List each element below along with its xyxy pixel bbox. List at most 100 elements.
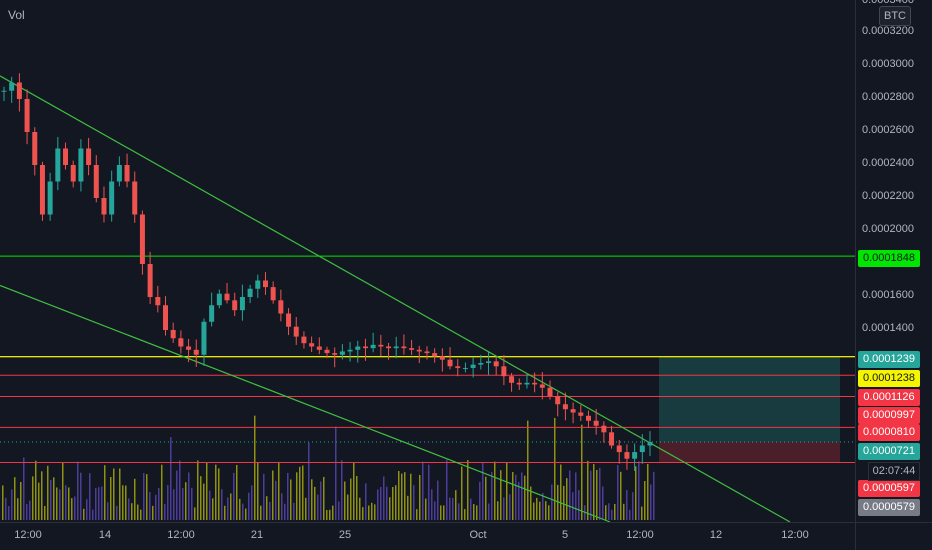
volume-bar <box>35 460 37 520</box>
volume-bar <box>599 467 601 520</box>
volume-bar <box>473 504 475 520</box>
volume-bar <box>182 487 184 520</box>
volume-bar <box>47 465 49 520</box>
volume-bar <box>605 505 607 520</box>
volume-bar <box>449 497 451 520</box>
candle-body <box>232 300 238 311</box>
volume-bar <box>362 507 364 520</box>
trendline-upper <box>0 75 791 523</box>
volume-bar <box>305 497 307 520</box>
volume-bar <box>179 460 181 520</box>
volume-bar <box>299 466 301 520</box>
volume-bar <box>632 492 634 520</box>
volume-bar <box>455 490 457 520</box>
time-axis-tick: 12:00 <box>14 529 42 541</box>
volume-bar <box>176 470 178 520</box>
currency-button[interactable]: BTC <box>879 6 911 26</box>
volume-bar <box>581 424 583 520</box>
volume-bar <box>23 457 25 520</box>
volume-bar <box>356 475 358 520</box>
price-axis-tick: 0.0002000 <box>862 223 914 235</box>
volume-bar <box>446 459 448 520</box>
volume-bar <box>227 497 229 520</box>
candle-body <box>401 346 407 349</box>
volume-bar <box>614 504 616 520</box>
time-axis-tick: 5 <box>561 529 569 541</box>
candle-body <box>585 415 591 421</box>
candle-body <box>609 432 615 446</box>
volume-bar <box>650 484 652 520</box>
candle-body <box>539 384 545 388</box>
volume-bar <box>230 493 232 520</box>
volume-bar <box>326 509 328 520</box>
candle-body <box>424 351 430 354</box>
price-axis-tick: 0.0002600 <box>862 124 914 136</box>
volume-bar <box>575 472 577 520</box>
candle-body <box>116 165 122 182</box>
volume-bar <box>56 487 58 520</box>
volume-bar <box>452 497 454 520</box>
volume-bar <box>461 466 463 520</box>
candle-body <box>601 425 607 433</box>
candle-body <box>301 336 307 344</box>
volume-bar <box>347 494 349 520</box>
candle-body <box>255 280 261 289</box>
volume-bar <box>320 481 322 520</box>
time-axis-tick: 12 <box>709 529 723 541</box>
volume-bar <box>314 486 316 520</box>
volume-bar <box>122 485 124 520</box>
price-tag: 0.0001239 <box>858 351 920 368</box>
candle-body <box>632 452 638 459</box>
volume-bar <box>110 476 112 520</box>
volume-bar <box>221 489 223 520</box>
volume-bar <box>158 488 160 520</box>
volume-bar <box>611 509 613 520</box>
volume-bar <box>80 472 82 520</box>
price-axis-tick: 0.0003200 <box>862 25 914 37</box>
price-tag: 0.0000579 <box>858 499 920 516</box>
candle-body <box>616 445 622 453</box>
volume-bar <box>134 478 136 520</box>
volume-bar <box>413 485 415 520</box>
volume-bar <box>494 461 496 520</box>
volume-bar <box>68 487 70 520</box>
volume-bar <box>512 471 514 520</box>
volume-bar <box>368 505 370 520</box>
candle-body <box>216 293 222 306</box>
volume-bar <box>503 497 505 520</box>
volume-bar <box>233 472 235 520</box>
volume-bar <box>527 420 529 520</box>
volume-bar <box>140 509 142 520</box>
candle-body <box>93 165 99 198</box>
candle-body <box>355 346 361 350</box>
volume-bar <box>236 464 238 520</box>
price-tag: 0.0001848 <box>858 250 920 267</box>
volume-bar <box>89 473 91 520</box>
candle-body <box>570 409 576 413</box>
volume-bar <box>401 473 403 520</box>
candle-body <box>47 181 53 215</box>
price-tag: 0.0001238 <box>858 370 920 387</box>
candle-body <box>163 305 168 330</box>
price-axis-tick: 0.0001400 <box>862 322 914 334</box>
volume-bar <box>83 508 85 520</box>
volume-bar <box>71 498 73 520</box>
candle-body <box>332 353 338 355</box>
volume-bar <box>626 490 628 520</box>
volume-bar <box>152 505 154 520</box>
volume-bar <box>419 474 421 520</box>
candle-body <box>339 351 345 355</box>
candle-body <box>324 349 330 354</box>
volume-bar <box>170 437 172 520</box>
volume-bar <box>260 505 262 520</box>
volume-bar <box>620 471 622 520</box>
candle-body <box>647 442 653 446</box>
volume-bar <box>563 485 565 520</box>
volume-bar <box>506 462 508 520</box>
candle-body <box>239 297 245 311</box>
volume-bar <box>578 490 580 520</box>
volume-bar <box>143 473 145 520</box>
volume-bar <box>275 480 277 520</box>
volume-bar <box>107 502 109 520</box>
